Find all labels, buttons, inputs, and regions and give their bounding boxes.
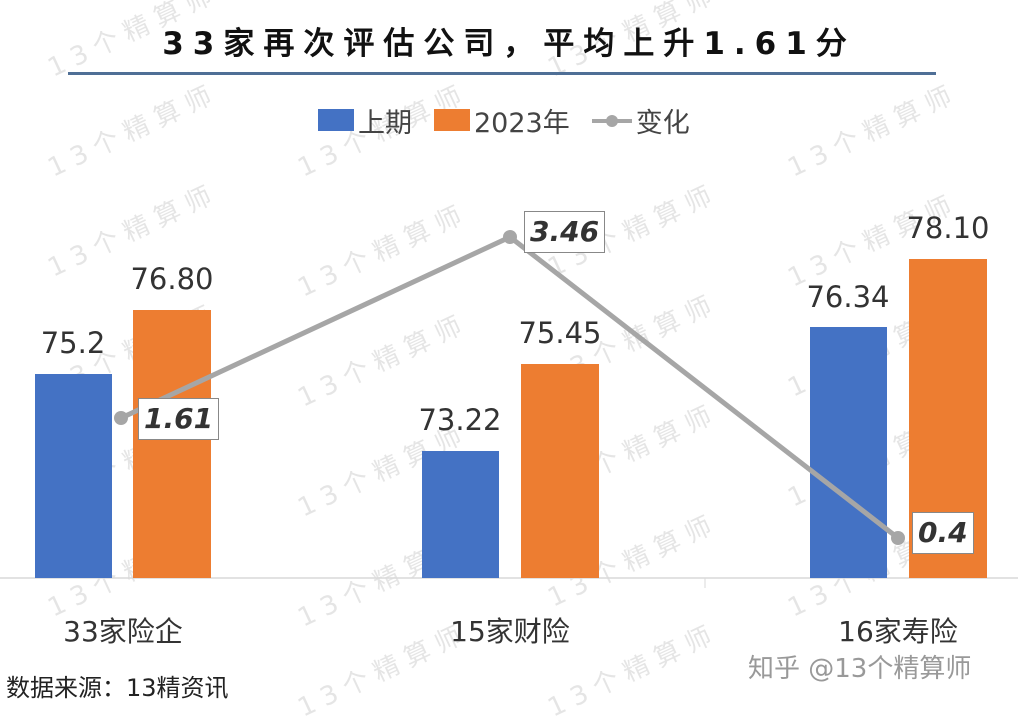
change-marker [114,411,128,425]
legend-line-marker-icon [591,109,632,131]
change-marker [503,230,517,244]
legend-item-change: 变化 [591,101,690,140]
change-value-label: 0.4 [912,512,974,554]
category-label: 16家寿险 [838,615,958,648]
change-marker [891,531,905,545]
legend-swatch-orange [434,109,470,131]
plot-area [0,230,1018,588]
legend-label: 2023年 [474,107,570,139]
category-label: 33家险企 [63,615,183,648]
bar-value-label: 76.34 [806,280,890,314]
category-label: 15家财险 [450,615,570,648]
legend-label: 上期 [358,107,412,139]
bar-previous-15 [422,451,499,578]
legend-label: 变化 [635,107,690,139]
data-source-note: 数据来源：13精资讯 [6,674,229,702]
change-value-label: 1.61 [138,398,220,440]
author-credit: 知乎 @13个精算师 [748,654,972,684]
bar-value-label: 73.22 [418,403,502,437]
chart-title: 33家再次评估公司，平均上升1.61分 [162,26,856,62]
bar-previous-33 [35,374,112,578]
bar-value-label: 75.2 [40,326,106,360]
change-line [119,234,900,540]
bar-2023-33 [133,310,211,578]
legend-item-previous: 上期 [318,101,412,140]
bar-value-label: 76.80 [130,262,214,296]
change-value-label: 3.46 [524,211,606,253]
bar-2023-15 [521,364,599,578]
legend: 上期 2023年 变化 [318,101,712,140]
bar-previous-16 [810,327,887,578]
legend-swatch-blue [318,109,354,131]
legend-item-2023: 2023年 [434,101,570,140]
title-divider [68,72,936,75]
bar-value-label: 75.45 [518,316,602,350]
bar-value-label: 78.10 [906,211,990,245]
